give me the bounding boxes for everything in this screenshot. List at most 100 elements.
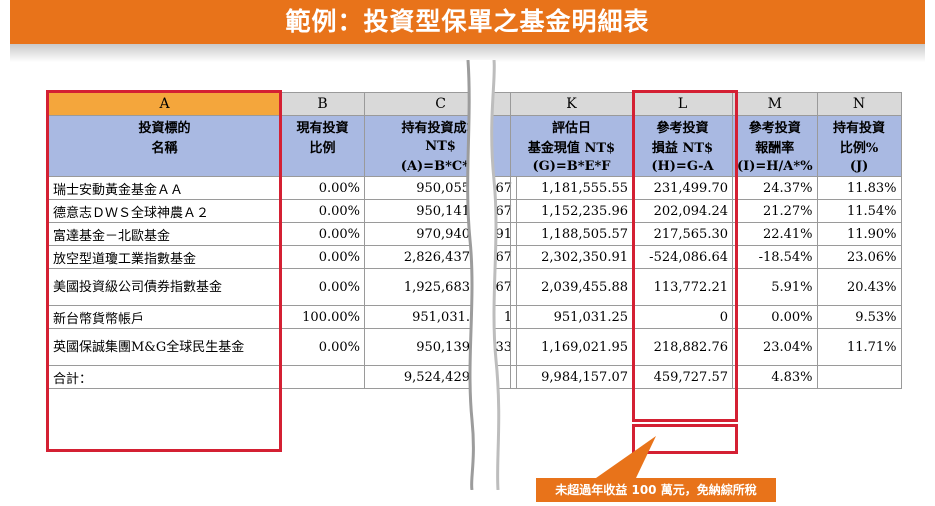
fund-name-cell: 富達基金－北歐基金 (48, 222, 281, 246)
column-letter-k[interactable]: K (510, 92, 633, 116)
header-a-3 (48, 156, 281, 177)
allocation-cell: 0.00% (280, 199, 365, 223)
allocation-cell: 0.00% (280, 328, 365, 366)
fund-name-cell: 合計： (48, 365, 281, 389)
column-letter-n[interactable]: N (816, 92, 902, 116)
header-b-3 (280, 156, 365, 177)
fund-table-left: A B C 投資標的 現有投資 持有投資成本 名稱 比例 NT$ (A)=B*C… (48, 92, 518, 389)
banner-shadow (10, 44, 925, 62)
profit-loss-cell: -524,086.64 (632, 245, 733, 269)
fund-name-cell: 美國投資級公司債券指數基金 (48, 268, 281, 306)
column-letter-m[interactable]: M (732, 92, 818, 116)
table-row: 1,181,555.55 231,499.70 24.37% 11.83% (510, 176, 902, 200)
holding-ratio-cell: 11.71% (816, 328, 902, 366)
holding-ratio-cell: 23.06% (816, 245, 902, 269)
holding-ratio-cell: 20.43% (816, 268, 902, 306)
header-l-3: (H)=G-A (632, 156, 733, 177)
table-row: 951,031.25 0 0.00% 9.53% (510, 305, 902, 329)
header-k-3: (G)=B*E*F (510, 156, 633, 177)
holding-ratio-cell: 11.90% (816, 222, 902, 246)
header-row-2-right: 基金現值 NT$ 損益 NT$ 報酬率 比例% (510, 136, 902, 156)
fund-table-right: K L M N 評估日 參考投資 參考投資 持有投資 基金現值 NT$ 損益 N… (510, 92, 902, 389)
profit-loss-cell: 202,094.24 (632, 199, 733, 223)
header-row-2: 名稱 比例 NT$ (48, 136, 518, 156)
profit-loss-cell: 0 (632, 305, 733, 329)
cost-cell: 970,940 (364, 222, 475, 246)
header-l-1: 參考投資 (632, 115, 733, 136)
current-value-cell: 951,031.25 (510, 305, 633, 329)
fund-name-cell: 德意志ＤＷＳ全球神農Ａ２ (48, 199, 281, 223)
tax-callout: 未超過年收益 100 萬元，免納綜所稅 (536, 478, 776, 502)
profit-loss-cell: 231,499.70 (632, 176, 733, 200)
allocation-cell: 0.00% (280, 268, 365, 306)
table-row: 英國保誠集團M&G全球民生基金 0.00% 950,139 733 (48, 328, 518, 366)
cost-cell: 9,524,429 (364, 365, 475, 389)
table-row: 新台幣貨幣帳戶 100.00% 951,031. 1 (48, 305, 518, 329)
header-row-1-right: 評估日 參考投資 參考投資 持有投資 (510, 115, 902, 136)
profit-loss-cell: 218,882.76 (632, 328, 733, 366)
current-value-cell: 1,169,021.95 (510, 328, 633, 366)
header-row-1: 投資標的 現有投資 持有投資成本 (48, 115, 518, 136)
header-m-1: 參考投資 (732, 115, 818, 136)
current-value-cell: 1,188,505.57 (510, 222, 633, 246)
header-m-3: (I)=H/A*% (732, 156, 818, 177)
table-row: 2,302,350.91 -524,086.64 -18.54% 23.06% (510, 245, 902, 269)
holding-ratio-cell: 9.53% (816, 305, 902, 329)
header-m-2: 報酬率 (732, 136, 818, 156)
fund-name-cell: 新台幣貨幣帳戶 (48, 305, 281, 329)
holding-ratio-cell: 11.83% (816, 176, 902, 200)
header-n-2: 比例% (816, 136, 902, 156)
header-l-2: 損益 NT$ (632, 136, 733, 156)
current-value-cell: 2,039,455.88 (510, 268, 633, 306)
column-letter-l[interactable]: L (632, 92, 733, 116)
fund-name-cell: 英國保誠集團M&G全球民生基金 (48, 328, 281, 366)
table-row: 1,152,235.96 202,094.24 21.27% 11.54% (510, 199, 902, 223)
cost-cell: 1,925,683 (364, 268, 475, 306)
current-value-cell: 1,181,555.55 (510, 176, 633, 200)
cost-cell: 950,139 (364, 328, 475, 366)
table-row: 美國投資級公司債券指數基金 0.00% 1,925,683 567 (48, 268, 518, 306)
return-rate-cell: 21.27% (732, 199, 818, 223)
return-rate-cell: 4.83% (732, 365, 818, 389)
current-value-cell: 1,152,235.96 (510, 199, 633, 223)
column-letter-row: A B C (48, 92, 518, 116)
header-b-2: 比例 (280, 136, 365, 156)
return-rate-cell: 23.04% (732, 328, 818, 366)
column-letter-b[interactable]: B (280, 92, 365, 116)
header-row-3: (A)=B*C*D (48, 156, 518, 177)
torn-paper-gap (466, 60, 501, 490)
allocation-cell: 0.00% (280, 176, 365, 200)
table-row: 1,188,505.57 217,565.30 22.41% 11.90% (510, 222, 902, 246)
table-row: 9,984,157.07 459,727.57 4.83% (510, 365, 902, 389)
table-row: 德意志ＤＷＳ全球神農Ａ２ 0.00% 950,141 567 (48, 199, 518, 223)
column-letter-row-right: K L M N (510, 92, 902, 116)
header-b-1: 現有投資 (280, 115, 365, 136)
table-row: 1,169,021.95 218,882.76 23.04% 11.71% (510, 328, 902, 366)
holding-ratio-cell: 11.54% (816, 199, 902, 223)
cost-cell: 951,031. (364, 305, 475, 329)
table-row: 合計： 9,524,429 (48, 365, 518, 389)
return-rate-cell: 24.37% (732, 176, 818, 200)
table-row: 2,039,455.88 113,772.21 5.91% 20.43% (510, 268, 902, 306)
current-value-cell: 9,984,157.07 (510, 365, 633, 389)
holding-ratio-cell (816, 365, 902, 389)
table-row: 富達基金－北歐基金 0.00% 970,940 391 (48, 222, 518, 246)
fund-name-cell: 瑞士安動黃金基金ＡＡ (48, 176, 281, 200)
header-row-3-right: (G)=B*E*F (H)=G-A (I)=H/A*% (J) (510, 156, 902, 177)
current-value-cell: 2,302,350.91 (510, 245, 633, 269)
table-row: 放空型道瓊工業指數基金 0.00% 2,826,437 567 (48, 245, 518, 269)
return-rate-cell: 22.41% (732, 222, 818, 246)
table-row: 瑞士安動黃金基金ＡＡ 0.00% 950,055 2567 (48, 176, 518, 200)
allocation-cell (280, 365, 365, 389)
header-n-3: (J) (816, 156, 902, 177)
return-rate-cell: -18.54% (732, 245, 818, 269)
header-k-1: 評估日 (510, 115, 633, 136)
allocation-cell: 0.00% (280, 222, 365, 246)
allocation-cell: 100.00% (280, 305, 365, 329)
page-title: 範例：投資型保單之基金明細表 (10, 0, 925, 44)
column-letter-a[interactable]: A (48, 92, 281, 116)
header-a-2: 名稱 (48, 136, 281, 156)
header-a-1: 投資標的 (48, 115, 281, 136)
return-rate-cell: 0.00% (732, 305, 818, 329)
profit-loss-cell: 113,772.21 (632, 268, 733, 306)
